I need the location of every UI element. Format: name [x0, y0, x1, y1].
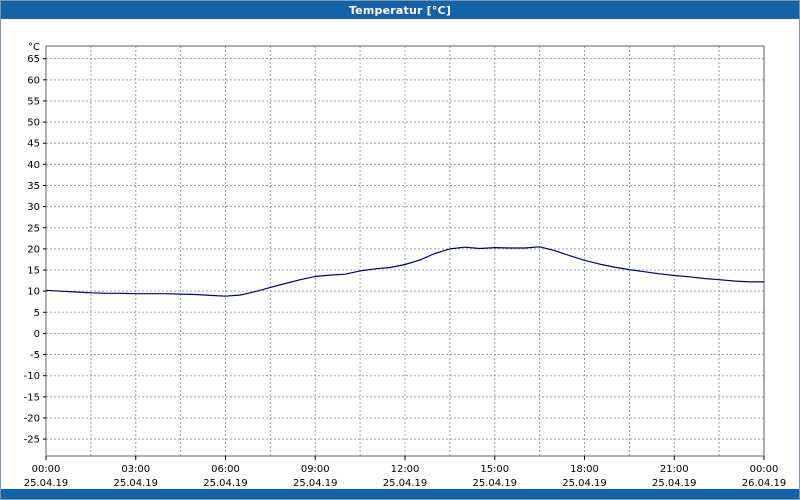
svg-text:25.04.19: 25.04.19 [472, 478, 517, 489]
svg-text:25.04.19: 25.04.19 [24, 478, 69, 489]
svg-text:20: 20 [27, 244, 40, 255]
svg-text:15: 15 [27, 266, 40, 277]
svg-text:-15: -15 [24, 392, 40, 403]
svg-text:15:00: 15:00 [480, 464, 509, 475]
svg-text:21:00: 21:00 [660, 464, 689, 475]
svg-text:35: 35 [27, 181, 40, 192]
svg-text:25.04.19: 25.04.19 [293, 478, 338, 489]
svg-text:45: 45 [27, 139, 40, 150]
svg-text:50: 50 [27, 118, 40, 129]
svg-text:25.04.19: 25.04.19 [652, 478, 697, 489]
window-title: Temperatur [°C] [348, 3, 452, 17]
svg-text:0: 0 [34, 329, 40, 340]
svg-text:-5: -5 [30, 350, 40, 361]
svg-text:26.04.19: 26.04.19 [742, 478, 787, 489]
svg-text:03:00: 03:00 [121, 464, 150, 475]
chart-area: 65 60 55 50 45 40 35 30 25 20 15 10 5 0 -5 -10 -15 -20 -25… [1, 19, 799, 489]
svg-text:25: 25 [27, 223, 40, 234]
svg-text:10: 10 [27, 287, 40, 298]
window-bottom-bar [1, 489, 799, 499]
svg-text:30: 30 [27, 202, 40, 213]
svg-text:65: 65 [27, 54, 40, 65]
svg-text:06:00: 06:00 [211, 464, 240, 475]
svg-text:°C: °C [28, 42, 40, 53]
svg-text:00:00: 00:00 [32, 464, 61, 475]
svg-text:00:00: 00:00 [750, 464, 779, 475]
svg-text:-20: -20 [24, 413, 40, 424]
svg-text:25.04.19: 25.04.19 [383, 478, 428, 489]
svg-text:55: 55 [27, 96, 40, 107]
svg-text:18:00: 18:00 [570, 464, 599, 475]
window-titlebar: Temperatur [°C] [1, 1, 799, 19]
svg-text:25.04.19: 25.04.19 [203, 478, 248, 489]
svg-text:40: 40 [27, 160, 40, 171]
svg-text:25.04.19: 25.04.19 [113, 478, 158, 489]
svg-text:-10: -10 [24, 371, 40, 382]
svg-text:5: 5 [34, 308, 40, 319]
svg-text:-25: -25 [24, 435, 40, 446]
svg-text:12:00: 12:00 [391, 464, 420, 475]
svg-text:09:00: 09:00 [301, 464, 330, 475]
svg-text:60: 60 [27, 75, 40, 86]
temperature-line-chart: 65605550454035302520151050-5-10-15-20-25… [24, 42, 787, 489]
svg-text:25.04.19: 25.04.19 [562, 478, 607, 489]
